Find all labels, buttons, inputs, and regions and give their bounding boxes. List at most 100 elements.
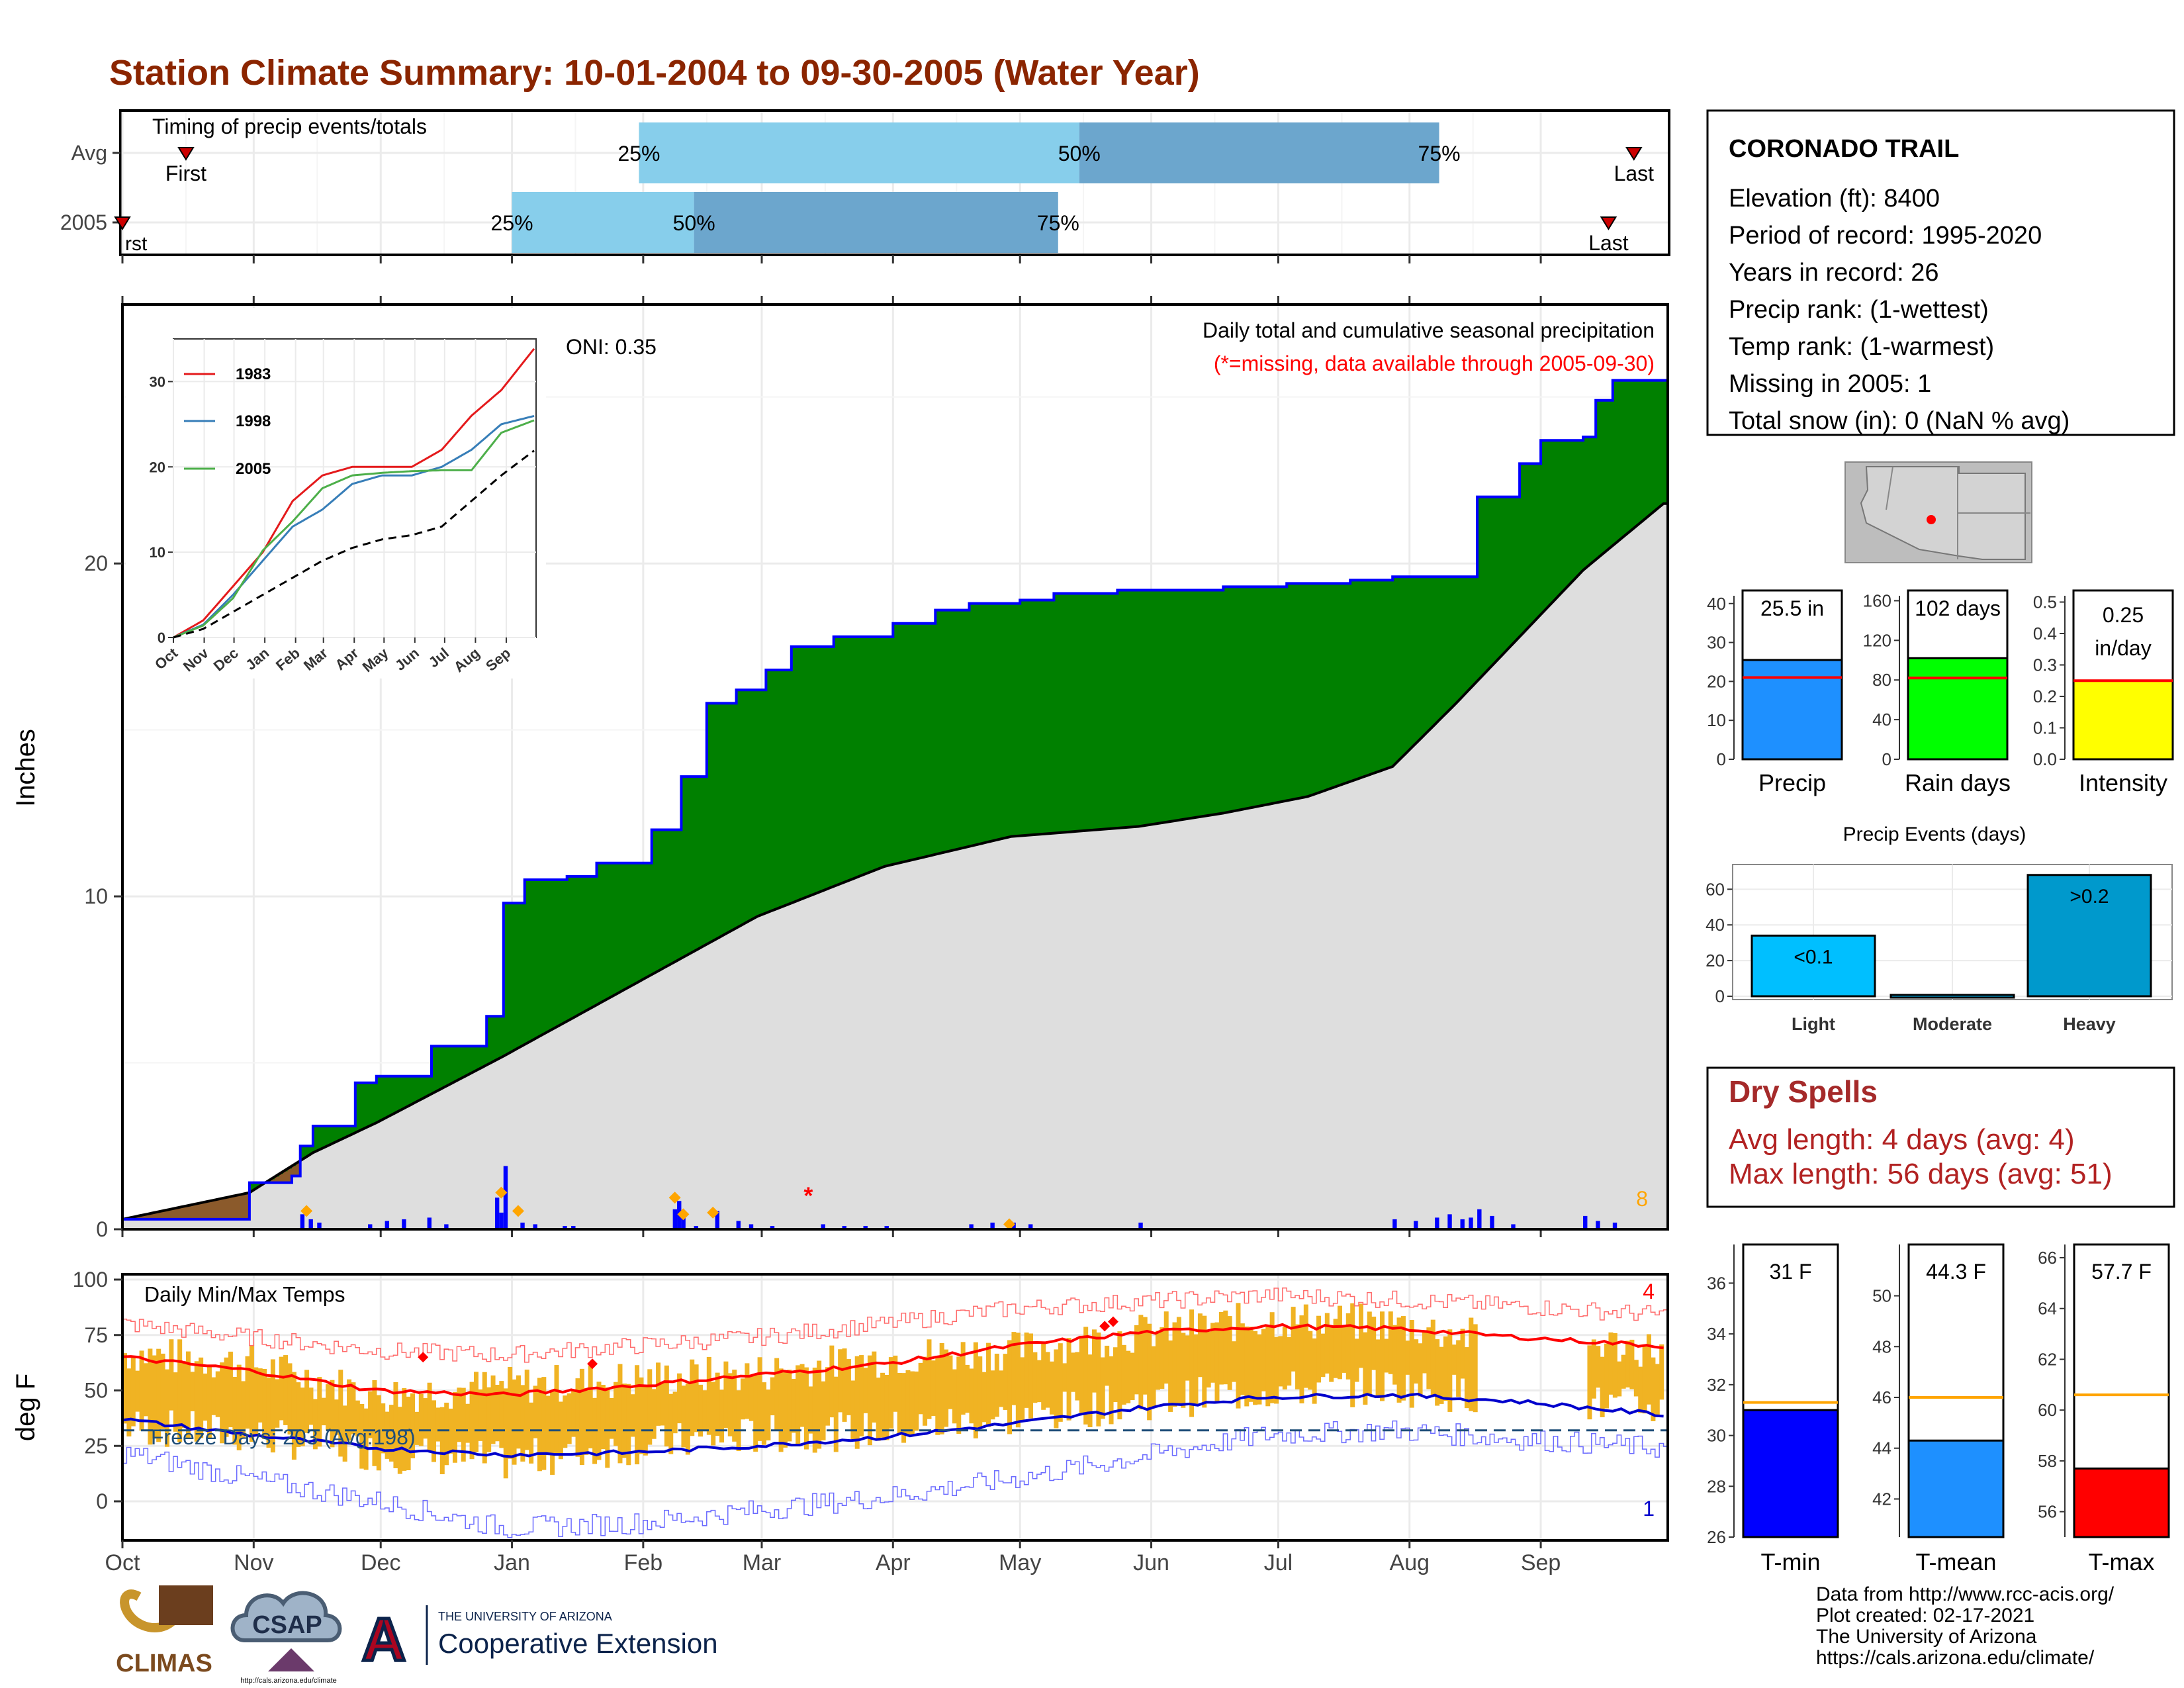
daily-temp-bar: [1003, 1354, 1008, 1410]
events-bar-label: <0.1: [1794, 946, 1833, 968]
daily-temp-bar: [1345, 1313, 1351, 1380]
daily-temp-bar: [1214, 1322, 1220, 1403]
daily-precip-bar: [503, 1166, 508, 1229]
station-info-frame: [1706, 109, 2175, 436]
daily-temp-bar: [1409, 1320, 1414, 1408]
daily-temp-bar: [952, 1369, 957, 1424]
daily-temp-bar: [745, 1363, 750, 1419]
daily-temp-bar: [330, 1380, 335, 1448]
daily-temp-bar: [1253, 1331, 1258, 1405]
timing-bars: 25% 50% 75% First Last 25% 50% 75% rst Last: [114, 122, 1655, 255]
daily-temp-bar: [681, 1385, 686, 1448]
daily-temp-bar: [690, 1359, 695, 1436]
daily-temp-bar: [529, 1402, 534, 1464]
daily-temp-bar: [664, 1365, 669, 1447]
daily-temp-bar: [1160, 1327, 1165, 1389]
daily-temp-bar: [1151, 1346, 1156, 1408]
daily-temp-bar: [232, 1377, 238, 1445]
summary-bar-tick-label: 160: [1863, 590, 1891, 610]
daily-temp-bar: [1435, 1339, 1440, 1406]
daily-temp-bar: [347, 1379, 352, 1441]
daily-temp-bar: [1163, 1311, 1169, 1384]
daily-temp-bar: [914, 1371, 919, 1431]
temp-y-axis: 0 25 50 75 100: [73, 1268, 122, 1513]
daily-temp-bar: [355, 1400, 360, 1436]
daily-temp-bar: [1596, 1346, 1601, 1388]
precip-y-tick-label: 20: [84, 551, 108, 575]
summary-bar-tick-label: 0.5: [2033, 592, 2057, 612]
daily-temp-bar: [397, 1407, 402, 1474]
precip-y-tick-label: 0: [96, 1217, 108, 1241]
daily-temp-bar: [461, 1387, 466, 1462]
daily-temp-bar: [918, 1362, 923, 1415]
missing-data-marker: *: [803, 1182, 813, 1209]
month-label: Feb: [624, 1550, 663, 1575]
precip-panel-frame: [121, 303, 1669, 1231]
daily-temp-bar: [812, 1368, 817, 1453]
daily-temp-bar: [939, 1342, 944, 1434]
daily-temp-bar: [1274, 1336, 1279, 1404]
daily-temp-bar: [1083, 1327, 1089, 1425]
daily-temp-bar: [291, 1372, 296, 1460]
daily-temp-bar: [524, 1370, 529, 1450]
events-y-tick-label: 20: [1706, 951, 1725, 970]
daily-precip-bar: [368, 1224, 373, 1229]
daily-temp-bar: [432, 1400, 436, 1462]
daily-precip-bar: [520, 1222, 525, 1229]
daily-temp-bar: [732, 1370, 737, 1442]
daily-temp-bar: [490, 1375, 496, 1444]
temp-bar-tick-label: 44: [1872, 1438, 1891, 1458]
daily-temp-bar: [181, 1361, 187, 1429]
daily-temp-bar: [1168, 1340, 1173, 1412]
daily-precip-bar: [672, 1209, 678, 1229]
ua-logo: A THE UNIVERSITY OF ARIZONA Cooperative …: [360, 1605, 718, 1675]
timing-last-label: Last: [1614, 162, 1655, 185]
summary-bar-tick-label: 0.1: [2033, 718, 2057, 738]
daily-temp-bar: [283, 1355, 289, 1425]
daily-temp-bar: [1651, 1357, 1656, 1421]
station-info-line: Years in record: 26: [1729, 259, 1939, 287]
daily-temp-bar: [960, 1342, 966, 1415]
daily-temp-bar: [321, 1397, 326, 1426]
daily-temp-bar: [923, 1356, 928, 1426]
daily-temp-bar: [312, 1399, 318, 1450]
daily-precip-bar: [1477, 1209, 1482, 1229]
daily-temp-bar: [1244, 1326, 1250, 1407]
daily-temp-bar: [389, 1405, 394, 1462]
daily-temp-bar: [1197, 1313, 1203, 1378]
daily-temp-bar: [262, 1368, 267, 1439]
daily-temp-bar: [1384, 1338, 1389, 1373]
daily-temp-bar: [1130, 1352, 1135, 1400]
summary-bar-charts: 0 10 20 30 40 25.5 in Precip 0 40 80 120 160 102 day…: [1707, 589, 2174, 796]
dry-spells-avg: Avg length: 4 days (avg: 4): [1729, 1123, 2075, 1156]
snow-event-marker: [707, 1206, 719, 1219]
ua-small-text: THE UNIVERSITY OF ARIZONA: [438, 1610, 612, 1623]
timing-bar-50-75: [1079, 122, 1439, 183]
summary-bar-tick-label: 80: [1872, 670, 1891, 690]
daily-temp-bar: [423, 1398, 428, 1439]
daily-temp-bar: [867, 1355, 872, 1446]
daily-temp-bar: [1629, 1339, 1635, 1389]
daily-temp-bar: [206, 1366, 212, 1438]
footer-line: Data from http://www.rcc-acis.org/: [1816, 1583, 2115, 1605]
events-category-label: Light: [1792, 1014, 1835, 1034]
ua-big-text: Cooperative Extension: [438, 1628, 718, 1659]
events-y-tick-label: 0: [1715, 986, 1725, 1006]
daily-temp-bar: [516, 1375, 521, 1449]
daily-temp-bar: [410, 1393, 416, 1459]
timing-percent-label: 75%: [1037, 211, 1079, 235]
daily-temp-bar: [1600, 1356, 1605, 1417]
daily-temp-bar: [782, 1371, 788, 1448]
daily-temp-bar: [199, 1357, 204, 1438]
daily-temp-bar: [1050, 1361, 1054, 1415]
summary-bar-name: Rain days: [1905, 769, 2011, 796]
temp-bar-value-label: 44.3 F: [1926, 1260, 1986, 1284]
daily-temp-bar: [986, 1342, 991, 1427]
daily-temp-bar: [1036, 1360, 1042, 1403]
daily-temp-bar: [1621, 1354, 1626, 1389]
daily-precip-bar: [1583, 1215, 1588, 1229]
timing-first-label: First: [165, 162, 206, 185]
daily-temp-bar: [376, 1395, 381, 1471]
daily-temp-bar: [266, 1377, 271, 1448]
climas-logo-block: [159, 1585, 213, 1625]
